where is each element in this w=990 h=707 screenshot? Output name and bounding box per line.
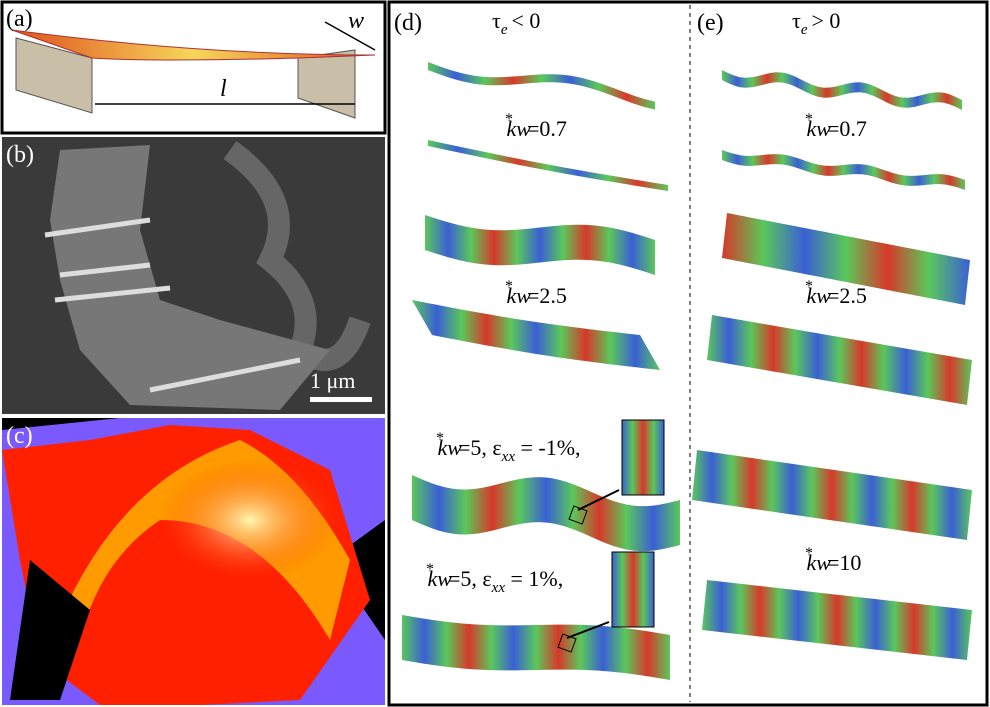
star: *: [805, 278, 813, 295]
strain-value: = 1%,: [505, 566, 563, 591]
symbol: kw: [507, 116, 532, 141]
symbol: kw: [438, 435, 463, 460]
ribbon: [428, 140, 668, 191]
star: *: [505, 278, 513, 295]
symbol: kw: [428, 566, 453, 591]
parameter-label: kw* =10: [805, 545, 861, 575]
ribbon: [412, 475, 680, 552]
star: *: [426, 561, 434, 578]
hole: [10, 560, 90, 700]
parameter-label: kw* =2.5: [805, 278, 867, 308]
strain-sub: xx: [501, 449, 516, 465]
ribbon: [722, 213, 970, 305]
star: *: [805, 545, 813, 562]
ribbon: [428, 62, 655, 110]
panels-d-e: (d) (e) τe < 0 τe > 0 kw* =0.7kw* =2.5kw* =5,…: [387, 0, 989, 707]
ribbon: [702, 580, 972, 660]
panel-label: (e): [697, 10, 724, 36]
value: =5,: [448, 566, 482, 591]
support: [297, 49, 356, 119]
parameter-label: kw* =5, εxx = -1%,: [436, 430, 581, 465]
value: =2.5: [827, 283, 867, 308]
panel-a: (a) w l: [0, 0, 387, 135]
symbol: kw: [507, 283, 532, 308]
flake: [50, 145, 330, 410]
star: *: [805, 111, 813, 128]
panel-label: (c): [6, 423, 33, 449]
blur: [223, 141, 371, 371]
frame: [387, 0, 989, 707]
value: =0.7: [827, 116, 867, 141]
scale-bar: [310, 397, 372, 402]
panel-label: (d): [394, 10, 422, 36]
ribbon: [707, 315, 972, 405]
ribbon: [425, 215, 655, 275]
arrow: [566, 621, 610, 639]
symbol: kw: [807, 116, 832, 141]
strain-sub: xx: [491, 580, 506, 596]
panel-label: (b): [6, 142, 34, 168]
support: [15, 37, 93, 114]
symbol: l: [220, 76, 227, 102]
ribbon: [692, 450, 972, 540]
symbol: kw: [807, 550, 832, 575]
inset: [621, 419, 665, 496]
ribbon: [402, 615, 670, 680]
panel-c: (c): [2, 418, 385, 705]
panel-label: (a): [6, 6, 33, 32]
ribbon: [722, 70, 962, 110]
arrow: [577, 489, 620, 511]
column-header: τe > 0: [792, 8, 840, 38]
parameter-label: kw* =5, εxx = 1%,: [426, 561, 563, 596]
column-header: τe < 0: [492, 8, 540, 38]
parameter-label: kw* =2.5: [505, 278, 567, 308]
ribbon: [722, 150, 965, 190]
parameter-label: kw* =0.7: [805, 111, 867, 141]
inset: [611, 551, 655, 628]
strain: ε: [482, 566, 491, 591]
panel-b: (b) 1 μm: [2, 137, 385, 414]
ribbon: [412, 300, 660, 370]
edges: [44, 217, 301, 393]
value: =5,: [458, 435, 492, 460]
strain: ε: [492, 435, 501, 460]
value: =10: [827, 550, 861, 575]
strain-value: = -1%,: [515, 435, 581, 460]
highlight: [160, 460, 340, 580]
parameter-label: kw* =0.7: [505, 111, 567, 141]
symbol: kw: [807, 283, 832, 308]
symbol: w: [348, 8, 364, 34]
value: =2.5: [527, 283, 567, 308]
value: =0.7: [527, 116, 567, 141]
ribbon: [11, 29, 376, 61]
star: *: [505, 111, 513, 128]
arrow: [324, 21, 376, 51]
scale-bar-label: 1 μm: [310, 368, 355, 393]
star: *: [436, 430, 444, 447]
